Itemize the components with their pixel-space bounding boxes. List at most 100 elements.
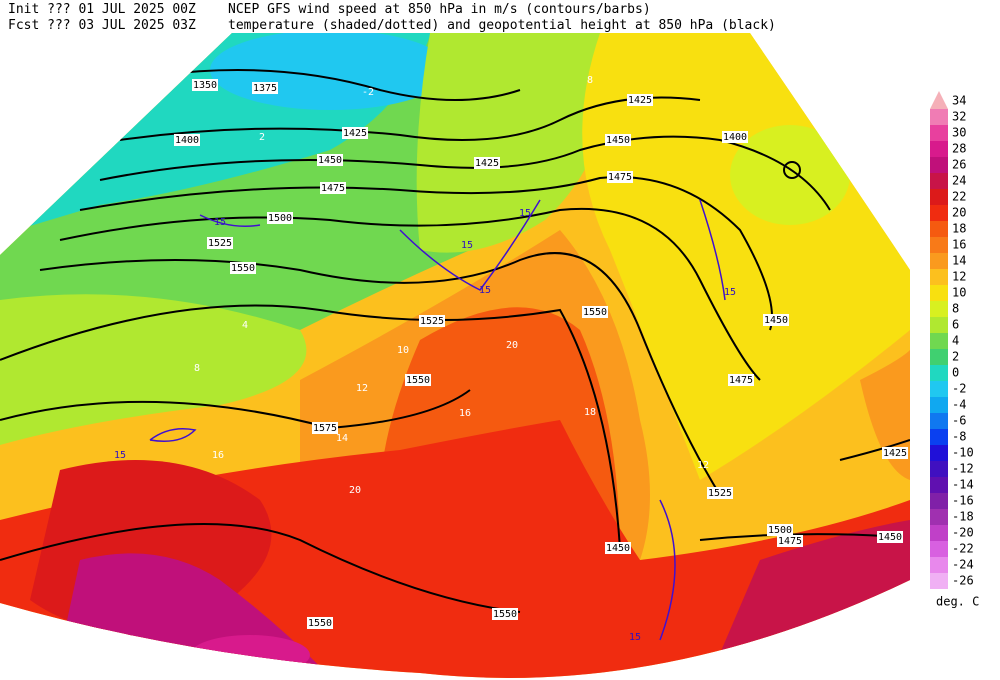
colorbar-swatch: [930, 317, 948, 333]
colorbar-label: -4: [952, 398, 966, 412]
colorbar-label: 30: [952, 126, 966, 140]
wind-label: 15: [461, 240, 473, 251]
height-label-box: [582, 306, 608, 318]
height-label-box: [605, 134, 631, 146]
colorbar-swatch: [930, 525, 948, 541]
colorbar-swatch: [930, 285, 948, 301]
height-label-box: [763, 314, 789, 326]
temperature-label: -2: [362, 87, 374, 98]
temperature-label: 8: [587, 75, 593, 86]
colorbar-label: 34: [952, 94, 966, 108]
height-label-box: [342, 127, 368, 139]
height-label: 1450: [878, 532, 902, 543]
height-label-box: [728, 374, 754, 386]
colorbar-swatch: [930, 445, 948, 461]
forecast-time: Fcst ??? 03 JUL 2025 03Z: [8, 18, 196, 33]
height-label-box: [192, 79, 218, 91]
colorbar-label: 14: [952, 254, 966, 268]
colorbar-label: -20: [952, 526, 974, 540]
title-line-2: temperature (shaded/dotted) and geopoten…: [228, 18, 776, 33]
title-line-1: NCEP GFS wind speed at 850 hPa in m/s (c…: [228, 2, 651, 17]
height-label: 1400: [175, 135, 199, 146]
temperature-label: 12: [356, 383, 368, 394]
wind-label: 15: [479, 285, 491, 296]
wind-label: 15: [114, 450, 126, 461]
colorbar-label: 8: [952, 302, 959, 316]
height-label: 1550: [406, 375, 430, 386]
height-label: 1425: [475, 158, 499, 169]
height-label: 1375: [253, 83, 277, 94]
colorbar-label: 18: [952, 222, 966, 236]
temperature-label: 18: [584, 407, 596, 418]
temperature-label: 10: [397, 345, 409, 356]
height-label-box: [627, 94, 653, 106]
colorbar-swatch: [930, 493, 948, 509]
colorbar-swatch: [930, 381, 948, 397]
colorbar-swatch: [930, 157, 948, 173]
height-label-box: [307, 617, 333, 629]
height-label: 1450: [606, 135, 630, 146]
height-label: 1450: [764, 315, 788, 326]
colorbar-label: 26: [952, 158, 966, 172]
colorbar: 3432302826242220181614121086420-2-4-6-8-…: [930, 91, 974, 589]
height-label: 1475: [321, 183, 345, 194]
colorbar-label: 2: [952, 350, 959, 364]
colorbar-swatch: [930, 397, 948, 413]
colorbar-label: -14: [952, 478, 974, 492]
colorbar-label: 4: [952, 334, 959, 348]
colorbar-swatch: [930, 509, 948, 525]
height-label: 1500: [768, 525, 792, 536]
colorbar-label: -6: [952, 414, 966, 428]
wind-label: 15: [214, 217, 226, 228]
height-label-box: [207, 237, 233, 249]
colorbar-swatch: [930, 109, 948, 125]
height-label-box: [605, 542, 631, 554]
height-label: 1525: [708, 488, 732, 499]
colorbar-swatch: [930, 269, 948, 285]
height-label: 1450: [606, 543, 630, 554]
colorbar-label: 12: [952, 270, 966, 284]
height-label: 1475: [729, 375, 753, 386]
height-label-box: [252, 82, 278, 94]
colorbar-swatch: [930, 301, 948, 317]
height-label: 1475: [778, 536, 802, 547]
colorbar-label: -2: [952, 382, 966, 396]
colorbar-swatch: [930, 253, 948, 269]
colorbar-swatch: [930, 557, 948, 573]
colorbar-swatch: [930, 461, 948, 477]
height-label: 1350: [193, 80, 217, 91]
height-label-box: [320, 182, 346, 194]
wind-contours: [149, 199, 726, 641]
colorbar-label: -12: [952, 462, 974, 476]
height-label-box: [767, 524, 793, 536]
colorbar-unit: deg. C: [936, 595, 979, 609]
colorbar-swatch: [930, 429, 948, 445]
height-label: 1525: [208, 238, 232, 249]
colorbar-label: -8: [952, 430, 966, 444]
height-label: 1575: [313, 423, 337, 434]
height-label: 1425: [883, 448, 907, 459]
colorbar-label: 16: [952, 238, 966, 252]
colorbar-label: -18: [952, 510, 974, 524]
colorbar-label: 6: [952, 318, 959, 332]
height-label-box: [474, 157, 500, 169]
colorbar-label: 28: [952, 142, 966, 156]
height-label-box: [267, 212, 293, 224]
colorbar-swatch: [930, 349, 948, 365]
colorbar-label: -24: [952, 558, 974, 572]
colorbar-label: 0: [952, 366, 959, 380]
colorbar-swatch: [930, 477, 948, 493]
colorbar-swatch: [930, 573, 948, 589]
temperature-label: 4: [242, 320, 248, 331]
temperature-label: 20: [349, 485, 361, 496]
colorbar-swatch: [930, 365, 948, 381]
height-label: 1400: [723, 132, 747, 143]
init-time: Init ??? 01 JUL 2025 00Z: [8, 2, 196, 17]
height-label: 1500: [268, 213, 292, 224]
colorbar-label: -26: [952, 574, 974, 588]
height-label: 1550: [583, 307, 607, 318]
wind-label: 15: [724, 287, 736, 298]
